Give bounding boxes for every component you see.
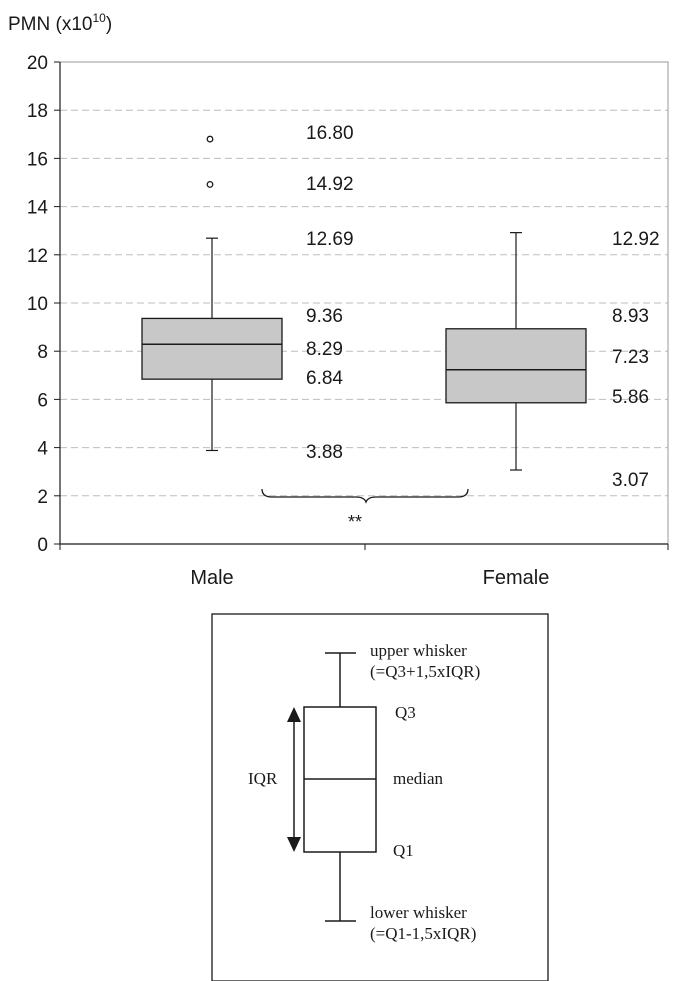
grid-lines bbox=[60, 61, 668, 497]
legend-iqr-label: IQR bbox=[248, 769, 278, 788]
boxes bbox=[141, 135, 587, 471]
data-label: 12.69 bbox=[306, 229, 354, 250]
significance-marker: ** bbox=[348, 512, 362, 532]
legend-frame bbox=[211, 613, 549, 981]
data-label: 3.07 bbox=[612, 470, 649, 491]
y-tick-label: 14 bbox=[27, 198, 49, 219]
legend-lower-whisker-label: lower whisker bbox=[370, 903, 467, 922]
y-axis-title: PMN (x1010) bbox=[8, 11, 112, 35]
data-label: 5.86 bbox=[612, 387, 649, 408]
y-tick-label: 6 bbox=[37, 390, 48, 411]
significance-brace bbox=[261, 488, 469, 504]
data-label: 3.88 bbox=[306, 442, 343, 463]
legend-upper-whisker-label: upper whisker bbox=[370, 641, 467, 660]
y-tick-label: 20 bbox=[27, 53, 48, 74]
outlier-point bbox=[206, 135, 214, 143]
y-tick-label: 12 bbox=[27, 246, 48, 267]
y-tick-label: 4 bbox=[37, 439, 48, 460]
x-tick-label: Male bbox=[190, 567, 233, 589]
iqr-box bbox=[141, 317, 283, 380]
y-tick-label: 2 bbox=[37, 487, 48, 508]
outlier-point bbox=[206, 180, 214, 188]
x-tick-label: Female bbox=[483, 567, 550, 589]
legend-q3-label: Q3 bbox=[395, 703, 416, 722]
legend-upper-whisker-formula: (=Q3+1,5xIQR) bbox=[370, 662, 480, 681]
data-label: 9.36 bbox=[306, 306, 343, 327]
y-tick-label: 18 bbox=[27, 101, 48, 122]
data-label: 12.92 bbox=[612, 229, 660, 250]
legend-median-label: median bbox=[393, 769, 444, 788]
axes: 0 2 4 6 8 10 12 14 16 18 20 Male Female bbox=[27, 53, 669, 589]
data-label: 14.92 bbox=[306, 174, 354, 195]
y-tick-label: 8 bbox=[37, 342, 48, 363]
data-label: 8.29 bbox=[306, 339, 343, 360]
legend-iqr-arrow-up-icon bbox=[287, 707, 301, 722]
y-tick-label: 10 bbox=[27, 294, 48, 315]
data-label: 6.84 bbox=[306, 368, 343, 389]
y-tick-label: 16 bbox=[27, 149, 48, 170]
data-label: 8.93 bbox=[612, 306, 649, 327]
y-tick-label: 0 bbox=[37, 535, 48, 556]
data-label: 7.23 bbox=[612, 347, 649, 368]
legend-lower-whisker-formula: (=Q1-1,5xIQR) bbox=[370, 924, 476, 943]
data-label: 16.80 bbox=[306, 123, 354, 144]
boxplot-legend: upper whisker (=Q3+1,5xIQR) Q3 IQR media… bbox=[211, 613, 549, 981]
legend-q1-label: Q1 bbox=[393, 841, 414, 860]
value-labels: 16.80 14.92 12.69 9.36 8.29 6.84 3.88 12.92 8.93… bbox=[306, 123, 660, 491]
iqr-box bbox=[445, 328, 587, 404]
legend-iqr-arrow-down-icon bbox=[287, 837, 301, 852]
